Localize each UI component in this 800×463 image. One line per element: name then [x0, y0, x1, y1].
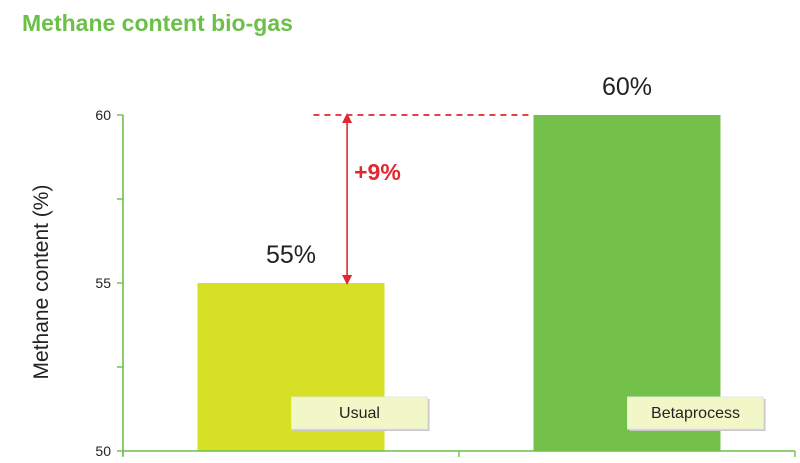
y-tick-label-60: 60: [95, 107, 111, 123]
difference-label: +9%: [354, 159, 401, 185]
category-label-box-betaprocess: [627, 396, 764, 430]
y-tick-label-55: 55: [95, 275, 111, 291]
chart-title: Methane content bio-gas: [22, 10, 293, 36]
category-label-box-usual: [291, 396, 428, 430]
category-label-betaprocess: Betaprocess: [651, 405, 740, 422]
data-label-usual: 55%: [266, 241, 316, 269]
bar-betaprocess: [533, 115, 721, 451]
y-axis-label: Methane content (%): [30, 185, 53, 380]
data-label-betaprocess: 60%: [602, 73, 652, 101]
y-tick-label-50: 50: [95, 443, 111, 459]
category-label-usual: Usual: [339, 405, 380, 422]
